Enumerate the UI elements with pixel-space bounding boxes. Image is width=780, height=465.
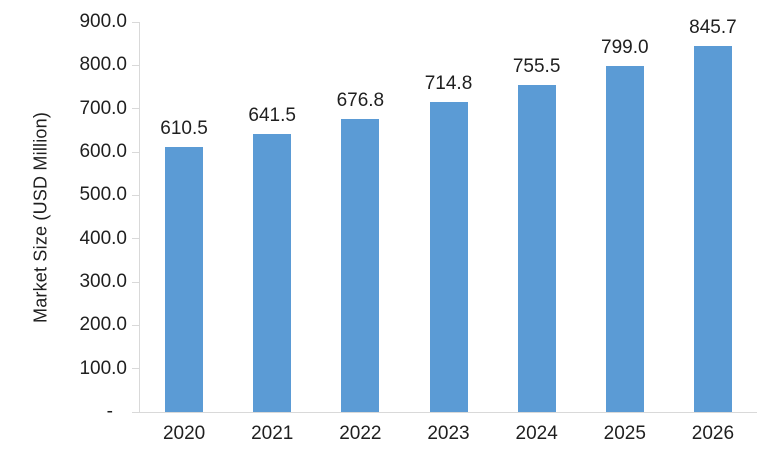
y-axis-tick — [132, 21, 139, 23]
y-axis-tick-label: 800.0 — [79, 54, 127, 76]
x-axis-tick-label-2024: 2024 — [515, 423, 558, 444]
x-axis-tick-label-2025: 2025 — [603, 423, 646, 444]
x-axis-tick-label-2023: 2023 — [427, 423, 470, 444]
y-axis-line — [139, 22, 140, 412]
y-axis-tick-label: 600.0 — [79, 141, 127, 162]
bar-2025 — [605, 65, 644, 412]
y-axis-tick-label: 700.0 — [79, 97, 127, 119]
bar-2020 — [165, 147, 204, 412]
bar-value-label: 799.0 — [601, 36, 649, 58]
bar-value-label: 610.5 — [160, 118, 208, 140]
y-axis-tick-labels: - 100.0 200.0 300.0 400.0 500.0 600.0 700.0 800.… — [0, 11, 127, 422]
y-axis-tick — [132, 411, 139, 413]
bar-value-label: 845.7 — [689, 16, 737, 38]
y-axis-tick — [132, 151, 139, 153]
x-axis-tick-labels: 2020 2021 2022 2023 2024 2025 2026 — [140, 418, 757, 452]
y-axis-tick-label: - — [106, 401, 113, 422]
y-axis-tick — [132, 238, 139, 240]
y-axis-tick-label: 400.0 — [79, 227, 127, 249]
bar-2026 — [693, 45, 732, 412]
x-axis-tick-label-2021: 2021 — [251, 423, 294, 444]
bar-value-label: 676.8 — [336, 89, 385, 111]
y-axis-tick-label: 300.0 — [79, 271, 127, 292]
y-axis-tick-label: 900.0 — [79, 11, 127, 32]
bar-2021 — [253, 134, 292, 412]
bar-2023 — [429, 102, 468, 412]
x-axis-line — [139, 412, 757, 413]
x-axis-tick-label-2020: 2020 — [162, 423, 206, 444]
y-axis-tick — [132, 281, 139, 283]
bar-2024 — [517, 84, 556, 412]
bar-value-label: 641.5 — [248, 105, 296, 127]
bar-value-label: 714.8 — [424, 73, 473, 95]
y-axis-tick — [132, 368, 139, 370]
y-axis-tick-label: 100.0 — [79, 357, 127, 379]
bar-2022 — [341, 118, 380, 412]
y-axis-tick — [132, 108, 139, 110]
y-axis-tick — [132, 324, 139, 326]
bar-value-label: 755.5 — [512, 55, 561, 77]
y-axis-tick — [132, 64, 139, 66]
y-axis-tick-label: 500.0 — [79, 184, 127, 206]
x-axis-tick-label-2022: 2022 — [339, 423, 382, 444]
plot-area: 610.5 641.5 676.8 714.8 755.5 799.0 845.7 — [132, 17, 757, 413]
x-axis-tick-label-2026: 2026 — [691, 423, 735, 444]
y-axis-tick — [132, 194, 139, 196]
y-axis-tick-label: 200.0 — [79, 314, 127, 336]
